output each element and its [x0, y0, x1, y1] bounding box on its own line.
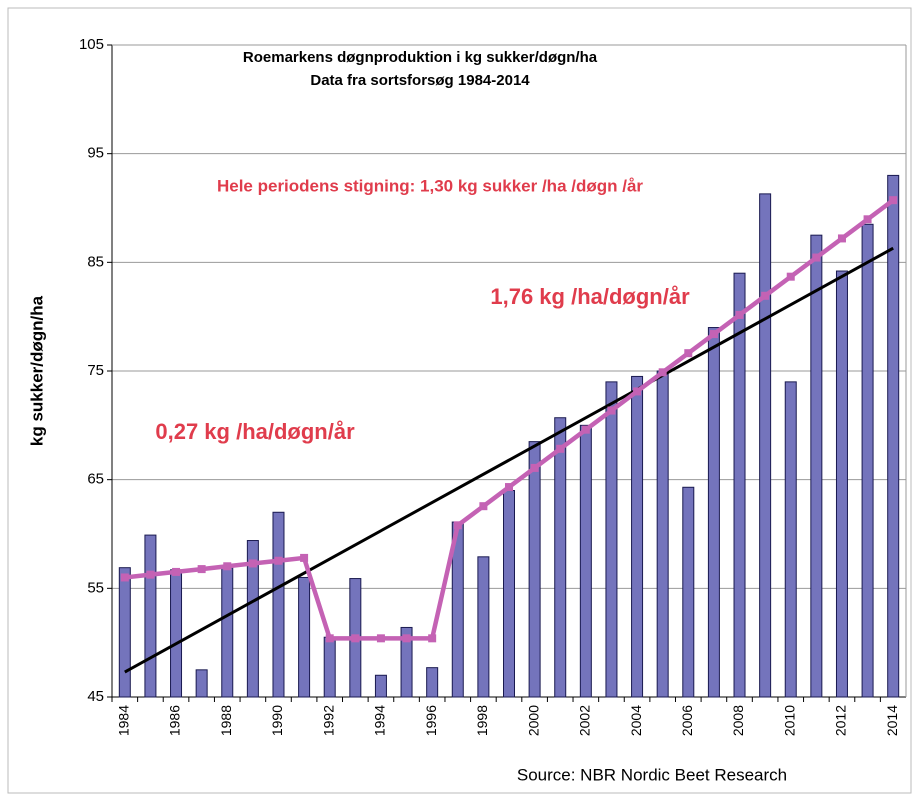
x-tick-label: 1998 — [474, 705, 490, 736]
bar — [605, 381, 618, 698]
annotation: Hele periodens stigning: 1,30 kg sukker … — [217, 176, 643, 195]
bar — [579, 424, 592, 698]
line-marker — [274, 556, 283, 565]
bar — [554, 417, 567, 698]
x-tick-label: 2002 — [577, 705, 593, 736]
line-marker — [684, 349, 693, 358]
line-marker — [863, 215, 872, 224]
bar — [784, 381, 797, 698]
bar — [682, 486, 695, 698]
line-marker — [735, 310, 744, 319]
x-tick-label: 1990 — [269, 705, 285, 736]
bar — [144, 534, 157, 698]
line-marker — [812, 253, 821, 262]
trend-line — [124, 246, 894, 674]
bar — [810, 234, 823, 698]
chart-subtitle: Data fra sortsforsøg 1984-2014 — [310, 72, 530, 89]
bar — [426, 667, 439, 698]
line-marker — [402, 634, 411, 643]
bar — [400, 626, 413, 698]
line-marker — [428, 634, 437, 643]
annotation: 1,76 kg /ha/døgn/år — [490, 284, 690, 309]
x-tick-label: 2014 — [884, 705, 900, 736]
bar — [733, 272, 746, 698]
x-tick-label: 1988 — [218, 705, 234, 736]
source: Source: NBR Nordic Beet Research — [517, 765, 787, 784]
bar — [503, 490, 515, 698]
bar — [656, 370, 669, 698]
bar — [477, 556, 490, 698]
bar — [272, 511, 285, 698]
line-marker — [479, 502, 488, 511]
bar — [195, 669, 208, 698]
x-tick-label: 2010 — [781, 705, 797, 736]
line-marker — [505, 483, 513, 492]
line-marker — [837, 234, 846, 243]
x-tick-label: 1986 — [167, 705, 183, 736]
line-marker — [607, 406, 616, 415]
bar — [759, 193, 772, 698]
line-marker — [376, 634, 385, 643]
bar — [861, 223, 874, 698]
line-marker — [633, 387, 642, 396]
bar — [528, 441, 541, 698]
line-marker — [300, 553, 309, 562]
bar — [323, 636, 336, 698]
line-marker — [172, 567, 181, 576]
line-marker — [325, 634, 334, 643]
y-tick-label: 75 — [87, 362, 104, 379]
y-tick-label: 85 — [87, 253, 104, 270]
chart-frame — [7, 7, 912, 794]
line-marker — [658, 368, 667, 377]
bar — [170, 569, 183, 698]
line-marker — [581, 425, 590, 434]
x-tick-label: 1996 — [423, 705, 439, 736]
bar — [221, 567, 234, 698]
line-marker — [146, 570, 155, 579]
line-marker — [223, 562, 232, 571]
y-tick-label: 95 — [87, 145, 104, 162]
annotation: 0,27 kg /ha/døgn/år — [155, 419, 355, 444]
line-marker — [709, 330, 718, 339]
x-tick-label: 1984 — [116, 705, 132, 736]
line-marker — [530, 463, 539, 472]
line-marker — [889, 196, 898, 205]
bar — [887, 174, 900, 698]
x-tick-label: 2008 — [730, 705, 746, 736]
x-tick-label: 2012 — [833, 705, 849, 736]
line-marker — [248, 559, 257, 568]
bar — [631, 375, 644, 698]
chart-title: Roemarkens døgnproduktion i kg sukker/dø… — [243, 49, 598, 66]
y-axis-label: kg sukker/døgn/ha — [27, 295, 46, 446]
bar — [835, 270, 848, 698]
x-tick-label: 1992 — [320, 705, 336, 736]
bar — [374, 674, 387, 698]
line-marker — [556, 444, 565, 453]
line-marker — [453, 521, 462, 530]
bar — [118, 567, 131, 698]
x-tick-label: 2000 — [525, 705, 541, 736]
x-tick-label: 2004 — [628, 705, 644, 736]
bar — [298, 576, 311, 698]
y-tick-label: 45 — [87, 688, 104, 705]
x-tick-label: 2006 — [679, 705, 695, 736]
line-marker — [761, 291, 770, 300]
x-tick-label: 1994 — [372, 705, 388, 736]
bar — [707, 327, 720, 698]
line-marker — [197, 565, 206, 574]
y-tick-label: 105 — [79, 36, 104, 53]
y-tick-label: 55 — [87, 579, 104, 596]
line-marker — [786, 272, 795, 281]
y-tick-label: 65 — [87, 471, 104, 488]
line-marker — [351, 634, 360, 643]
line-marker — [120, 573, 129, 582]
bar — [246, 540, 259, 698]
